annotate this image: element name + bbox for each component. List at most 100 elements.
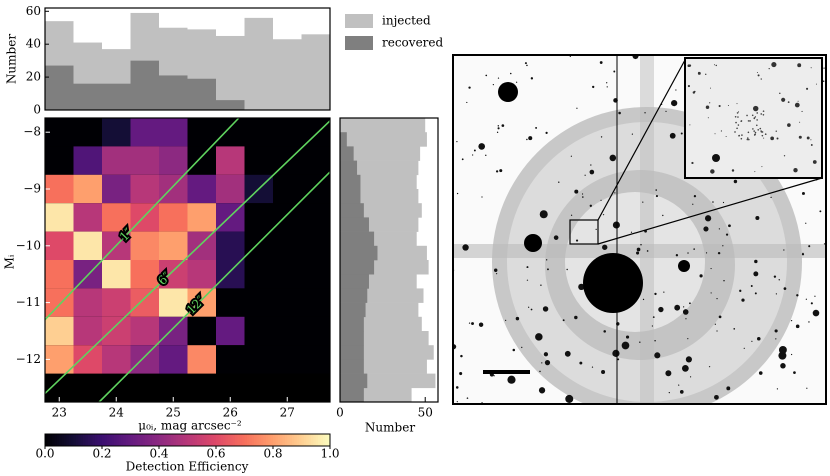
bar <box>340 245 378 261</box>
heat-cell <box>130 260 159 289</box>
star <box>689 124 691 126</box>
star <box>723 279 725 282</box>
star <box>636 251 640 255</box>
star <box>823 67 825 69</box>
stars <box>453 55 826 404</box>
bar <box>244 17 273 110</box>
star <box>808 245 811 248</box>
star <box>747 131 750 134</box>
star <box>822 80 825 82</box>
x-axis-label: μ₀ᵢ, mag arcsec⁻² <box>138 419 242 433</box>
y-tick-label: −10 <box>16 238 41 252</box>
colorbar-step <box>64 434 67 446</box>
star <box>658 306 664 313</box>
star <box>524 234 542 252</box>
colorbar-step <box>256 434 260 446</box>
heat-cell <box>73 231 102 260</box>
heat-cell <box>301 345 330 374</box>
bar <box>340 359 364 374</box>
star <box>526 266 529 269</box>
star <box>763 137 765 139</box>
colorbar-step <box>251 434 255 446</box>
star <box>737 116 739 118</box>
colorbar-step <box>301 434 305 446</box>
star <box>764 133 767 135</box>
star <box>680 132 683 135</box>
guide-line <box>44 120 331 395</box>
star <box>797 100 799 102</box>
star <box>468 322 471 324</box>
star <box>600 136 603 138</box>
heat-cell <box>301 231 330 260</box>
star <box>570 155 572 157</box>
star <box>496 131 499 133</box>
bar <box>340 387 364 403</box>
star <box>716 298 718 300</box>
star <box>675 89 677 91</box>
star <box>762 113 765 116</box>
star <box>541 362 543 364</box>
star <box>614 192 616 194</box>
colorbar-tick-label: 0.8 <box>263 447 282 461</box>
star <box>712 154 720 162</box>
star <box>528 306 530 308</box>
star <box>710 169 715 174</box>
bar <box>216 35 245 110</box>
star <box>801 191 805 195</box>
star <box>655 189 658 191</box>
star <box>703 226 709 232</box>
colorbar-step <box>180 434 184 446</box>
star <box>716 330 718 332</box>
star <box>481 196 483 198</box>
star <box>683 306 685 308</box>
star <box>705 105 710 109</box>
star <box>810 139 812 141</box>
colorbar-step <box>61 434 65 446</box>
colorbar-step <box>213 434 217 446</box>
heat-cell <box>187 118 216 147</box>
star <box>760 113 763 115</box>
heat-cell <box>73 345 102 374</box>
star <box>749 120 751 122</box>
heat-cell <box>244 118 273 147</box>
star <box>709 87 711 89</box>
star <box>512 348 516 352</box>
x-axis-label: Number <box>365 421 415 435</box>
star <box>675 254 679 257</box>
colorbar-step <box>68 434 72 446</box>
star <box>783 249 785 251</box>
star <box>783 155 786 157</box>
legend-swatch <box>345 36 373 50</box>
colorbar-step <box>197 434 200 446</box>
star <box>780 363 786 369</box>
bar <box>340 189 361 204</box>
star <box>718 228 720 230</box>
colorbar-frame <box>44 433 331 447</box>
star <box>741 134 743 136</box>
colorbar-tick-label: 0.2 <box>92 447 111 461</box>
colorbar-step <box>232 434 236 446</box>
x-tick-label: 25 <box>166 406 181 420</box>
x-tick-label: 26 <box>223 406 238 420</box>
heat-cell <box>159 260 188 289</box>
star <box>715 64 717 67</box>
x-tick-label: 24 <box>109 406 125 420</box>
colorbar-step <box>311 434 314 446</box>
colorbar-step <box>327 434 331 446</box>
colorbar-step <box>56 434 60 446</box>
star <box>639 341 641 343</box>
bar <box>340 132 427 147</box>
star <box>515 81 518 83</box>
star <box>770 136 774 141</box>
star <box>471 322 474 325</box>
colorbar-step <box>263 434 267 446</box>
star <box>478 322 484 327</box>
star <box>618 111 621 115</box>
star <box>705 73 707 76</box>
star <box>473 149 476 152</box>
star <box>754 171 756 173</box>
star <box>478 143 486 150</box>
heat-cell <box>130 146 159 175</box>
star <box>544 360 551 366</box>
